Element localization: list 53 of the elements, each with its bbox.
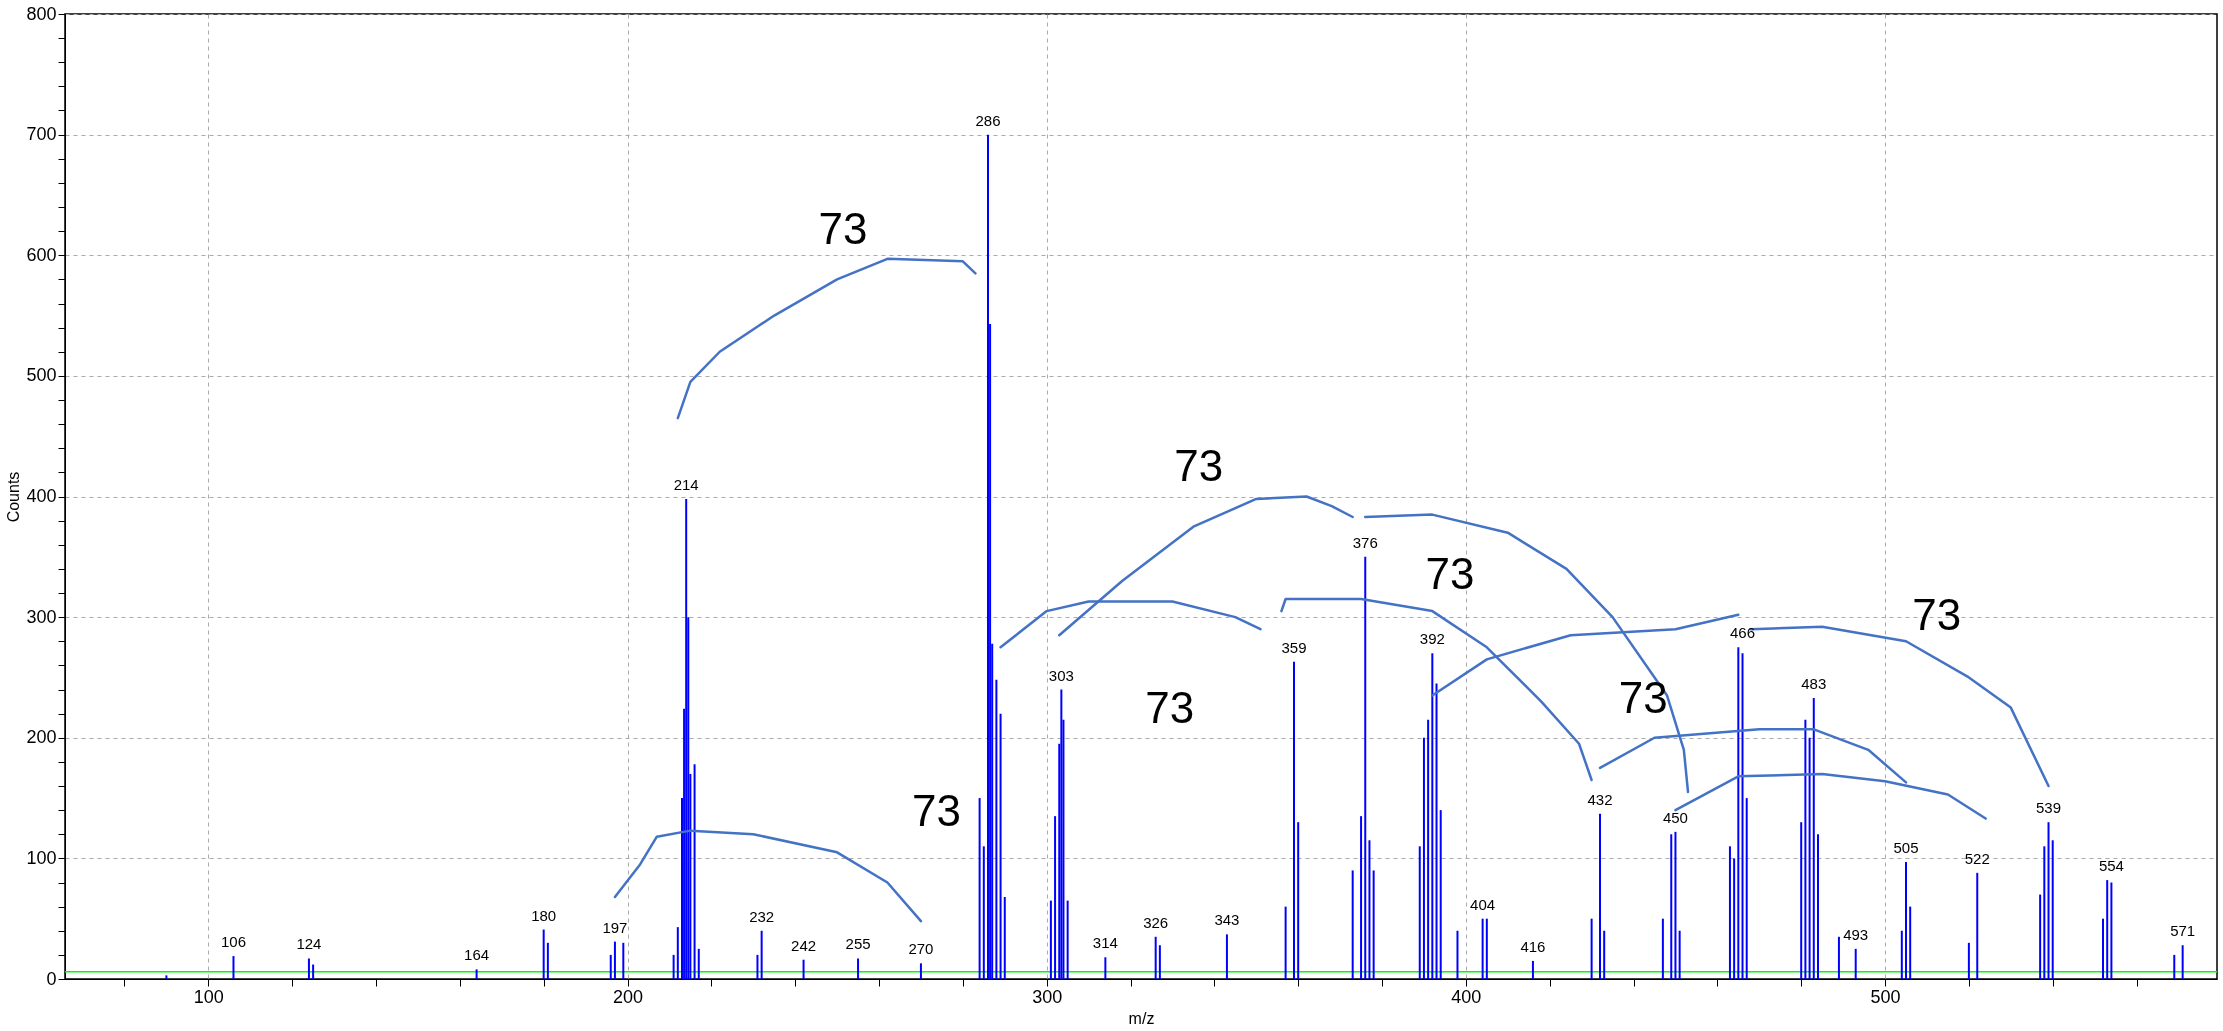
annotation: 303 [1048, 666, 1074, 684]
annotation: 197 [602, 918, 628, 936]
annotation: 376 [1352, 533, 1378, 551]
annotation: 73 [911, 786, 961, 836]
annotation: 359 [1281, 638, 1307, 656]
annotation: 73 [1618, 672, 1668, 722]
annotation: 554 [2098, 857, 2124, 875]
x-axis-title: m/z [1128, 1009, 1155, 1027]
y-tick-label: 200 [26, 727, 57, 748]
annotation: 73 [1145, 682, 1195, 732]
annotation: 255 [845, 935, 871, 953]
y-tick-label: 500 [26, 365, 57, 386]
annotation: 571 [2170, 922, 2196, 940]
annotation: 180 [531, 906, 557, 924]
annotation: 416 [1520, 937, 1546, 955]
annotation: 164 [464, 946, 490, 964]
annotation: 214 [673, 475, 699, 493]
y-tick-label: 300 [26, 606, 57, 627]
annotation: 483 [1801, 674, 1827, 692]
annotation: 314 [1092, 934, 1118, 952]
annotation: 106 [220, 933, 246, 951]
x-tick-label: 400 [1451, 986, 1482, 1007]
annotation: 326 [1143, 913, 1169, 931]
y-tick-label: 400 [26, 486, 57, 506]
annotation: 124 [296, 935, 322, 953]
x-tick-label: 300 [1032, 986, 1063, 1007]
y-tick-label: 100 [26, 847, 57, 868]
annotation: 392 [1419, 630, 1445, 648]
annotation: 343 [1214, 911, 1240, 929]
annotation: 539 [2036, 799, 2062, 817]
annotation: 242 [791, 936, 817, 954]
y-axis-title: Counts [5, 471, 23, 523]
y-tick-label: 0 [46, 968, 57, 989]
annotation: 450 [1662, 808, 1688, 826]
annotation: 493 [1843, 925, 1869, 943]
annotation: 432 [1587, 790, 1613, 808]
y-tick-label: 700 [26, 124, 57, 145]
annotation: 522 [1964, 849, 1990, 867]
x-tick-label: 500 [1870, 986, 1901, 1007]
annotation: 73 [818, 203, 868, 253]
annotation: 270 [908, 940, 934, 958]
y-tick-label: 800 [26, 3, 57, 24]
annotation: 73 [1425, 548, 1475, 598]
x-tick-label: 200 [612, 986, 644, 1007]
x-tick-label: 100 [193, 986, 224, 1007]
annotation: 505 [1893, 838, 1919, 856]
annotation: 466 [1730, 624, 1756, 642]
y-tick-label: 600 [26, 244, 57, 265]
annotation: 73 [1912, 590, 1962, 640]
annotation: 404 [1470, 895, 1496, 913]
annotation: 73 [1174, 440, 1224, 490]
annotation: 232 [749, 907, 775, 925]
annotation: 286 [975, 111, 1001, 129]
